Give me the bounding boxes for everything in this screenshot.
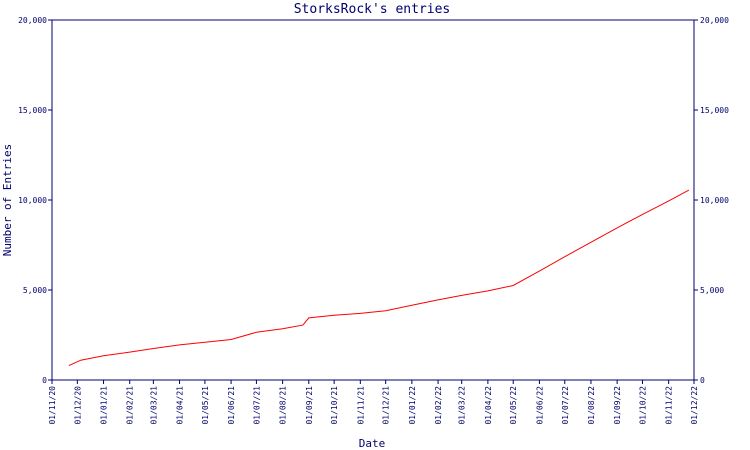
x-tick-label: 01/02/21 [126,386,135,425]
y-tick-label-right: 20,000 [700,16,729,25]
x-tick-label: 01/05/22 [509,386,518,425]
chart-title: StorksRock's entries [294,2,451,17]
x-tick-label: 01/01/22 [408,386,417,425]
x-tick-label: 01/01/21 [100,386,109,425]
y-axis-label: Number of Entries [1,144,14,257]
y-tick-label-left: 0 [42,376,47,385]
x-axis-label: Date [359,437,386,450]
y-tick-label-right: 0 [700,376,705,385]
x-tick-label: 01/10/21 [330,386,339,425]
y-tick-label-left: 15,000 [18,106,47,115]
x-tick-label: 01/10/22 [638,386,647,425]
x-tick-label: 01/06/22 [535,386,544,425]
y-tick-label-left: 10,000 [18,196,47,205]
y-tick-label-left: 5,000 [23,286,47,295]
x-tick-label: 01/08/21 [279,386,288,425]
x-tick-label: 01/09/22 [613,386,622,425]
x-tick-label: 01/09/21 [305,386,314,425]
y-tick-label-right: 15,000 [700,106,729,115]
x-tick-label: 01/07/21 [252,386,261,425]
x-tick-label: 01/11/22 [665,386,674,425]
x-tick-label: 01/05/21 [201,386,210,425]
x-tick-label: 01/12/21 [382,386,391,425]
y-tick-label-left: 20,000 [18,16,47,25]
x-tick-label: 01/11/20 [48,386,57,425]
x-tick-label: 01/04/21 [176,386,185,425]
x-tick-label: 01/08/22 [587,386,596,425]
x-tick-label: 01/06/21 [227,386,236,425]
x-tick-label: 01/12/22 [690,386,699,425]
x-tick-label: 01/02/22 [434,386,443,425]
y-ticks-left: 0 5,000 10,000 15,000 20,000 [18,16,52,385]
x-tick-label: 01/04/22 [484,386,493,425]
y-ticks-right: 0 5,000 10,000 15,000 20,000 [694,16,729,385]
y-tick-label-right: 10,000 [700,196,729,205]
series-group [68,189,690,367]
x-tick-label: 01/03/22 [458,386,467,425]
x-tick-label: 01/07/22 [561,386,570,425]
x-tick-label: 01/11/21 [356,386,365,425]
x-tick-label: 01/12/20 [73,386,82,425]
series-line [68,189,690,367]
y-tick-label-right: 5,000 [700,286,724,295]
x-tick-label: 01/03/21 [149,386,158,425]
x-ticks: 01/11/20 01/12/20 01/01/21 01/02/21 01/03/21… [48,380,699,425]
axes [51,19,695,381]
